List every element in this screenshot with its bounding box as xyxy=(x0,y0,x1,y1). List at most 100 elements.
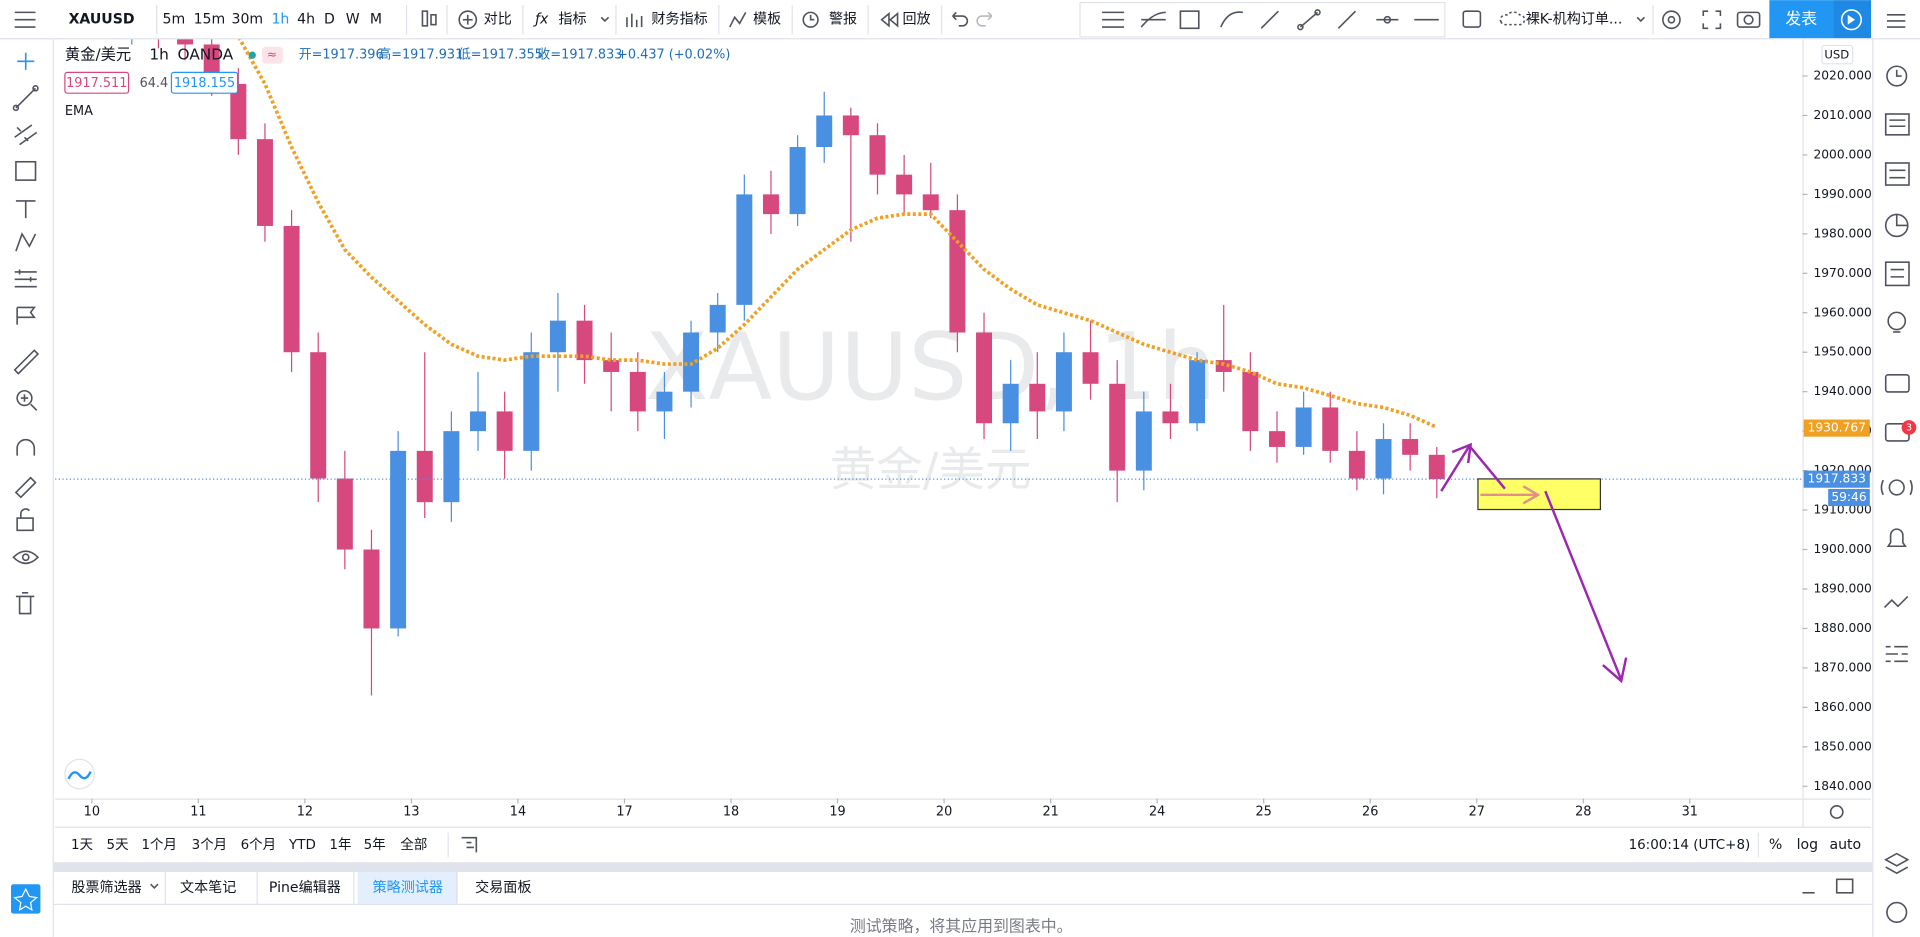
x-tick-label: 24 xyxy=(1149,804,1165,819)
legend-high: 高=1917.931 xyxy=(378,47,463,63)
candle-body xyxy=(842,115,859,136)
ask-price[interactable]: 1918.155 xyxy=(174,76,235,91)
y-tick-label: 2020.000 xyxy=(1813,69,1871,83)
left-toolbar xyxy=(11,39,54,937)
svg-text:ƒx: ƒx xyxy=(532,12,549,28)
panel-tab[interactable]: 交易面板 xyxy=(475,879,531,896)
log-toggle[interactable]: log xyxy=(1797,837,1818,853)
range-button[interactable]: YTD xyxy=(288,838,316,853)
interval-button[interactable]: 30m xyxy=(232,12,264,28)
legend-open: 开=1917.396 xyxy=(299,48,384,63)
right-sidebar xyxy=(1872,14,1913,937)
interval-button[interactable]: 4h xyxy=(297,12,315,28)
currency: USD xyxy=(1824,48,1849,62)
range-button[interactable]: 6个月 xyxy=(241,837,276,853)
favorites-button[interactable] xyxy=(11,884,41,914)
percent-toggle[interactable]: % xyxy=(1769,837,1782,853)
x-tick-label: 26 xyxy=(1362,804,1378,819)
layout-name[interactable]: 裸K-机构订单... xyxy=(1526,12,1623,28)
y-tick-label: 1990.000 xyxy=(1813,187,1871,201)
ema-price-label: 1930.767 xyxy=(1808,421,1866,435)
y-tick-label: 2010.000 xyxy=(1813,108,1871,122)
interval-button[interactable]: W xyxy=(346,12,360,28)
candle-body xyxy=(896,174,913,195)
interval-button[interactable]: 15m xyxy=(194,12,226,28)
auto-toggle[interactable]: auto xyxy=(1829,837,1861,853)
x-tick-label: 31 xyxy=(1682,804,1698,819)
x-tick-label: 14 xyxy=(510,804,526,819)
range-button[interactable]: 5天 xyxy=(107,838,129,853)
templates-button[interactable]: 模板 xyxy=(753,12,781,28)
candle-body xyxy=(1055,352,1072,412)
x-tick-label: 21 xyxy=(1042,804,1058,819)
ema-line xyxy=(237,39,1438,429)
bid-price[interactable]: 1917.511 xyxy=(66,76,127,91)
svg-text:≈: ≈ xyxy=(267,48,277,62)
x-tick-label: 28 xyxy=(1575,804,1591,819)
user-drawings[interactable] xyxy=(1440,442,1628,684)
y-tick-label: 1890.000 xyxy=(1813,581,1871,595)
range-button[interactable]: 1个月 xyxy=(141,837,176,853)
candle-body xyxy=(762,194,779,215)
legend-low: 低=1917.355 xyxy=(458,48,543,63)
candle-body xyxy=(1428,454,1445,480)
candle-body xyxy=(949,210,966,333)
candle-body xyxy=(1348,450,1365,479)
legend-symbol: 黄金/美元 xyxy=(65,46,131,64)
indicator-name: EMA xyxy=(65,104,93,119)
candle-body xyxy=(629,371,646,412)
interval-button[interactable]: 1h xyxy=(271,12,289,28)
range-button[interactable]: 1天 xyxy=(71,838,93,853)
range-button[interactable]: 全部 xyxy=(400,836,427,853)
candle-body xyxy=(1269,431,1285,447)
candle-body xyxy=(470,411,486,432)
x-tick-label: 17 xyxy=(616,804,632,819)
panel-tab[interactable]: 股票筛选器 xyxy=(71,880,141,896)
candle-body xyxy=(1082,352,1099,384)
panel-tab[interactable]: 策略测试器 xyxy=(373,879,443,896)
candle-body xyxy=(523,352,540,451)
fullscreen-button[interactable] xyxy=(1702,10,1722,30)
candle-body xyxy=(816,115,833,148)
candle-body xyxy=(283,225,300,353)
y-tick-label: 1960.000 xyxy=(1813,305,1871,319)
spread: 64.4 xyxy=(140,76,169,91)
range-button[interactable]: 3个月 xyxy=(192,837,227,853)
x-tick-label: 11 xyxy=(190,804,206,819)
candle-body xyxy=(336,478,353,550)
y-tick-label: 1880.000 xyxy=(1813,621,1871,635)
interval-button[interactable]: D xyxy=(324,12,335,28)
candle-body xyxy=(736,194,753,305)
compare-button[interactable]: 对比 xyxy=(484,12,512,28)
candle-body xyxy=(603,360,620,372)
panel-tab[interactable]: Pine编辑器 xyxy=(269,880,341,896)
candle-body xyxy=(1242,371,1259,432)
menu-button[interactable] xyxy=(14,11,36,28)
symbol[interactable]: XAUUSD xyxy=(69,12,135,28)
scale-settings[interactable] xyxy=(1829,805,1844,819)
candle-body xyxy=(1402,439,1419,455)
countdown: 59:46 xyxy=(1831,490,1866,504)
y-tick-label: 2000.000 xyxy=(1813,147,1871,161)
settings-button[interactable] xyxy=(1662,10,1681,30)
legend-change: +0.437 (+0.02%) xyxy=(617,48,730,63)
candle-body xyxy=(922,194,939,211)
candle-body xyxy=(1215,360,1232,372)
range-button[interactable]: 5年 xyxy=(364,837,386,853)
y-tick-label: 1870.000 xyxy=(1813,660,1871,674)
candle-body xyxy=(256,139,273,226)
alert-button[interactable]: 警报 xyxy=(829,12,857,28)
snapshot-button[interactable] xyxy=(1736,11,1761,28)
range-button[interactable]: 1年 xyxy=(329,837,351,853)
y-tick-label: 1850.000 xyxy=(1813,739,1871,753)
interval-button[interactable]: M xyxy=(370,12,382,28)
x-tick-label: 27 xyxy=(1469,804,1485,819)
candle-body xyxy=(496,411,513,451)
panel-tab[interactable]: 文本笔记 xyxy=(180,880,236,896)
indicators-button[interactable]: 指标 xyxy=(558,12,586,28)
publish-button[interactable] xyxy=(1769,0,1834,39)
replay-button[interactable]: 回放 xyxy=(902,12,930,28)
interval-button[interactable]: 5m xyxy=(163,12,186,28)
financials-button[interactable]: 财务指标 xyxy=(651,12,707,28)
